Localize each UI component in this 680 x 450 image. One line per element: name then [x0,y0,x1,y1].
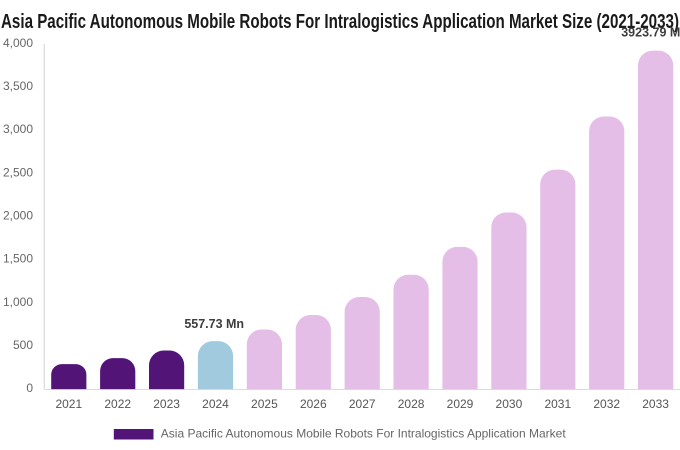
svg-text:2028: 2028 [398,397,425,411]
svg-text:2,000: 2,000 [3,209,33,223]
svg-text:2021: 2021 [55,397,82,411]
svg-text:2033: 2033 [642,397,669,411]
svg-text:2026: 2026 [300,397,327,411]
svg-text:3,000: 3,000 [3,122,33,136]
svg-text:2029: 2029 [447,397,474,411]
svg-text:2022: 2022 [104,397,131,411]
svg-text:3,500: 3,500 [3,79,33,93]
svg-text:2023: 2023 [153,397,180,411]
svg-text:2027: 2027 [349,397,376,411]
svg-text:2031: 2031 [544,397,571,411]
svg-text:2032: 2032 [593,397,620,411]
svg-text:2030: 2030 [496,397,523,411]
svg-text:4,000: 4,000 [3,36,33,50]
svg-text:2,500: 2,500 [3,165,33,179]
svg-text:1,000: 1,000 [3,295,33,309]
svg-text:2024: 2024 [202,397,229,411]
svg-text:0: 0 [26,381,33,395]
svg-text:1,500: 1,500 [3,252,33,266]
svg-text:2025: 2025 [251,397,278,411]
svg-text:557.73 Mn: 557.73 Mn [184,317,244,331]
svg-text:Asia Pacific Autonomous Mobile: Asia Pacific Autonomous Mobile Robots Fo… [1,10,679,33]
svg-text:3923.79 Mn: 3923.79 Mn [621,26,680,40]
svg-text:Asia Pacific Autonomous Mobile: Asia Pacific Autonomous Mobile Robots Fo… [161,427,567,441]
svg-text:500: 500 [13,338,33,352]
